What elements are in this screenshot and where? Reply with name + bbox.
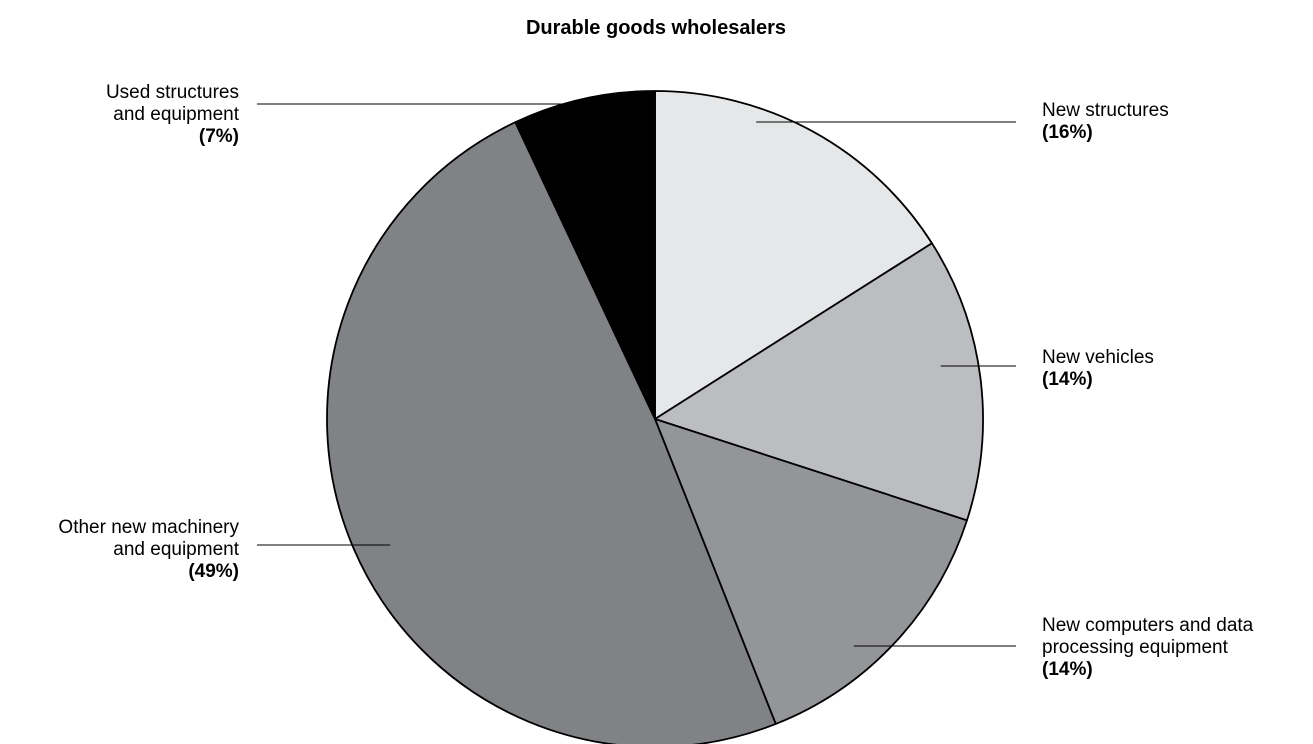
slice-label: Other new machinery [58, 517, 239, 538]
pie-slices [326, 90, 984, 744]
pie-slice [654, 90, 933, 420]
slice-labels: New structures(16%)New vehicles(14%)New … [58, 82, 1253, 680]
slice-label: New computers and data [1042, 615, 1254, 636]
slice-label: and equipment [113, 539, 239, 560]
slice-value-label: (14%) [1042, 659, 1093, 680]
slice-value-label: (7%) [199, 126, 239, 147]
pie-slice [654, 242, 984, 522]
slice-label: New vehicles [1042, 347, 1154, 368]
slice-value-label: (49%) [188, 561, 239, 582]
pie-slice [654, 418, 968, 725]
slice-label: New structures [1042, 100, 1169, 121]
leader-lines [257, 103, 1016, 647]
chart-title: Durable goods wholesalers [526, 17, 786, 39]
slice-value-label: (14%) [1042, 369, 1093, 390]
slice-label: Used structures [106, 82, 239, 103]
slice-label: processing equipment [1042, 637, 1229, 658]
pie-slice [514, 90, 656, 420]
pie-slice [326, 121, 777, 744]
slice-label: and equipment [113, 104, 239, 125]
slice-value-label: (16%) [1042, 122, 1093, 143]
